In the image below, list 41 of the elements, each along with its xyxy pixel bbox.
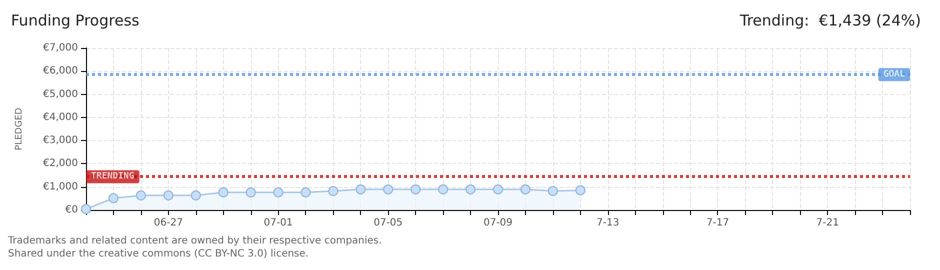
point [520,184,530,194]
text: Shared under the creative commons (CC BY-NC 3.0) license. [8,248,309,260]
x-tick-label: 07-01 [264,218,293,228]
point [136,190,146,200]
point [356,184,366,194]
chart-subtitle: Trending: €1,439 (24%) [738,12,922,30]
y-tick-label: €6,000 [43,66,78,77]
point [300,187,311,198]
y-tick-label: €4,000 [43,112,78,123]
y-axis-title: PLEDGED [14,108,24,150]
x-tick-label: 07-09 [483,218,513,228]
ref-line-label: TRENDING [91,172,134,182]
y-tick-label: €3,000 [43,135,78,146]
point [246,187,256,198]
point [493,184,503,194]
point [548,186,558,196]
point [108,193,118,204]
x-tick-label: 07-05 [374,218,403,228]
point [466,184,476,194]
x-tick-label: 7-21 [816,218,839,228]
point [575,185,586,196]
x-tick-label: 7-17 [706,218,730,228]
y-tick-label: €7,000 [43,42,78,54]
point [328,186,338,196]
point [273,187,284,198]
point [81,204,91,214]
x-tick-label: 7-13 [596,218,620,228]
y-tick-label: €5,000 [43,88,78,100]
ref-line-label: GOAL [883,70,906,80]
point [438,184,448,194]
point [410,184,421,194]
y-tick-label: €2,000 [43,158,78,170]
point [163,190,174,200]
point [218,187,228,198]
text: Trademarks and related content are owned by their respective companies. [7,236,382,246]
x-tick-label: 06-27 [154,218,183,228]
y-tick-label: €0 [65,204,78,216]
point [190,190,201,200]
chart-title: Funding Progress [11,12,140,30]
point [383,184,394,194]
y-tick-label: €1,000 [43,181,78,192]
